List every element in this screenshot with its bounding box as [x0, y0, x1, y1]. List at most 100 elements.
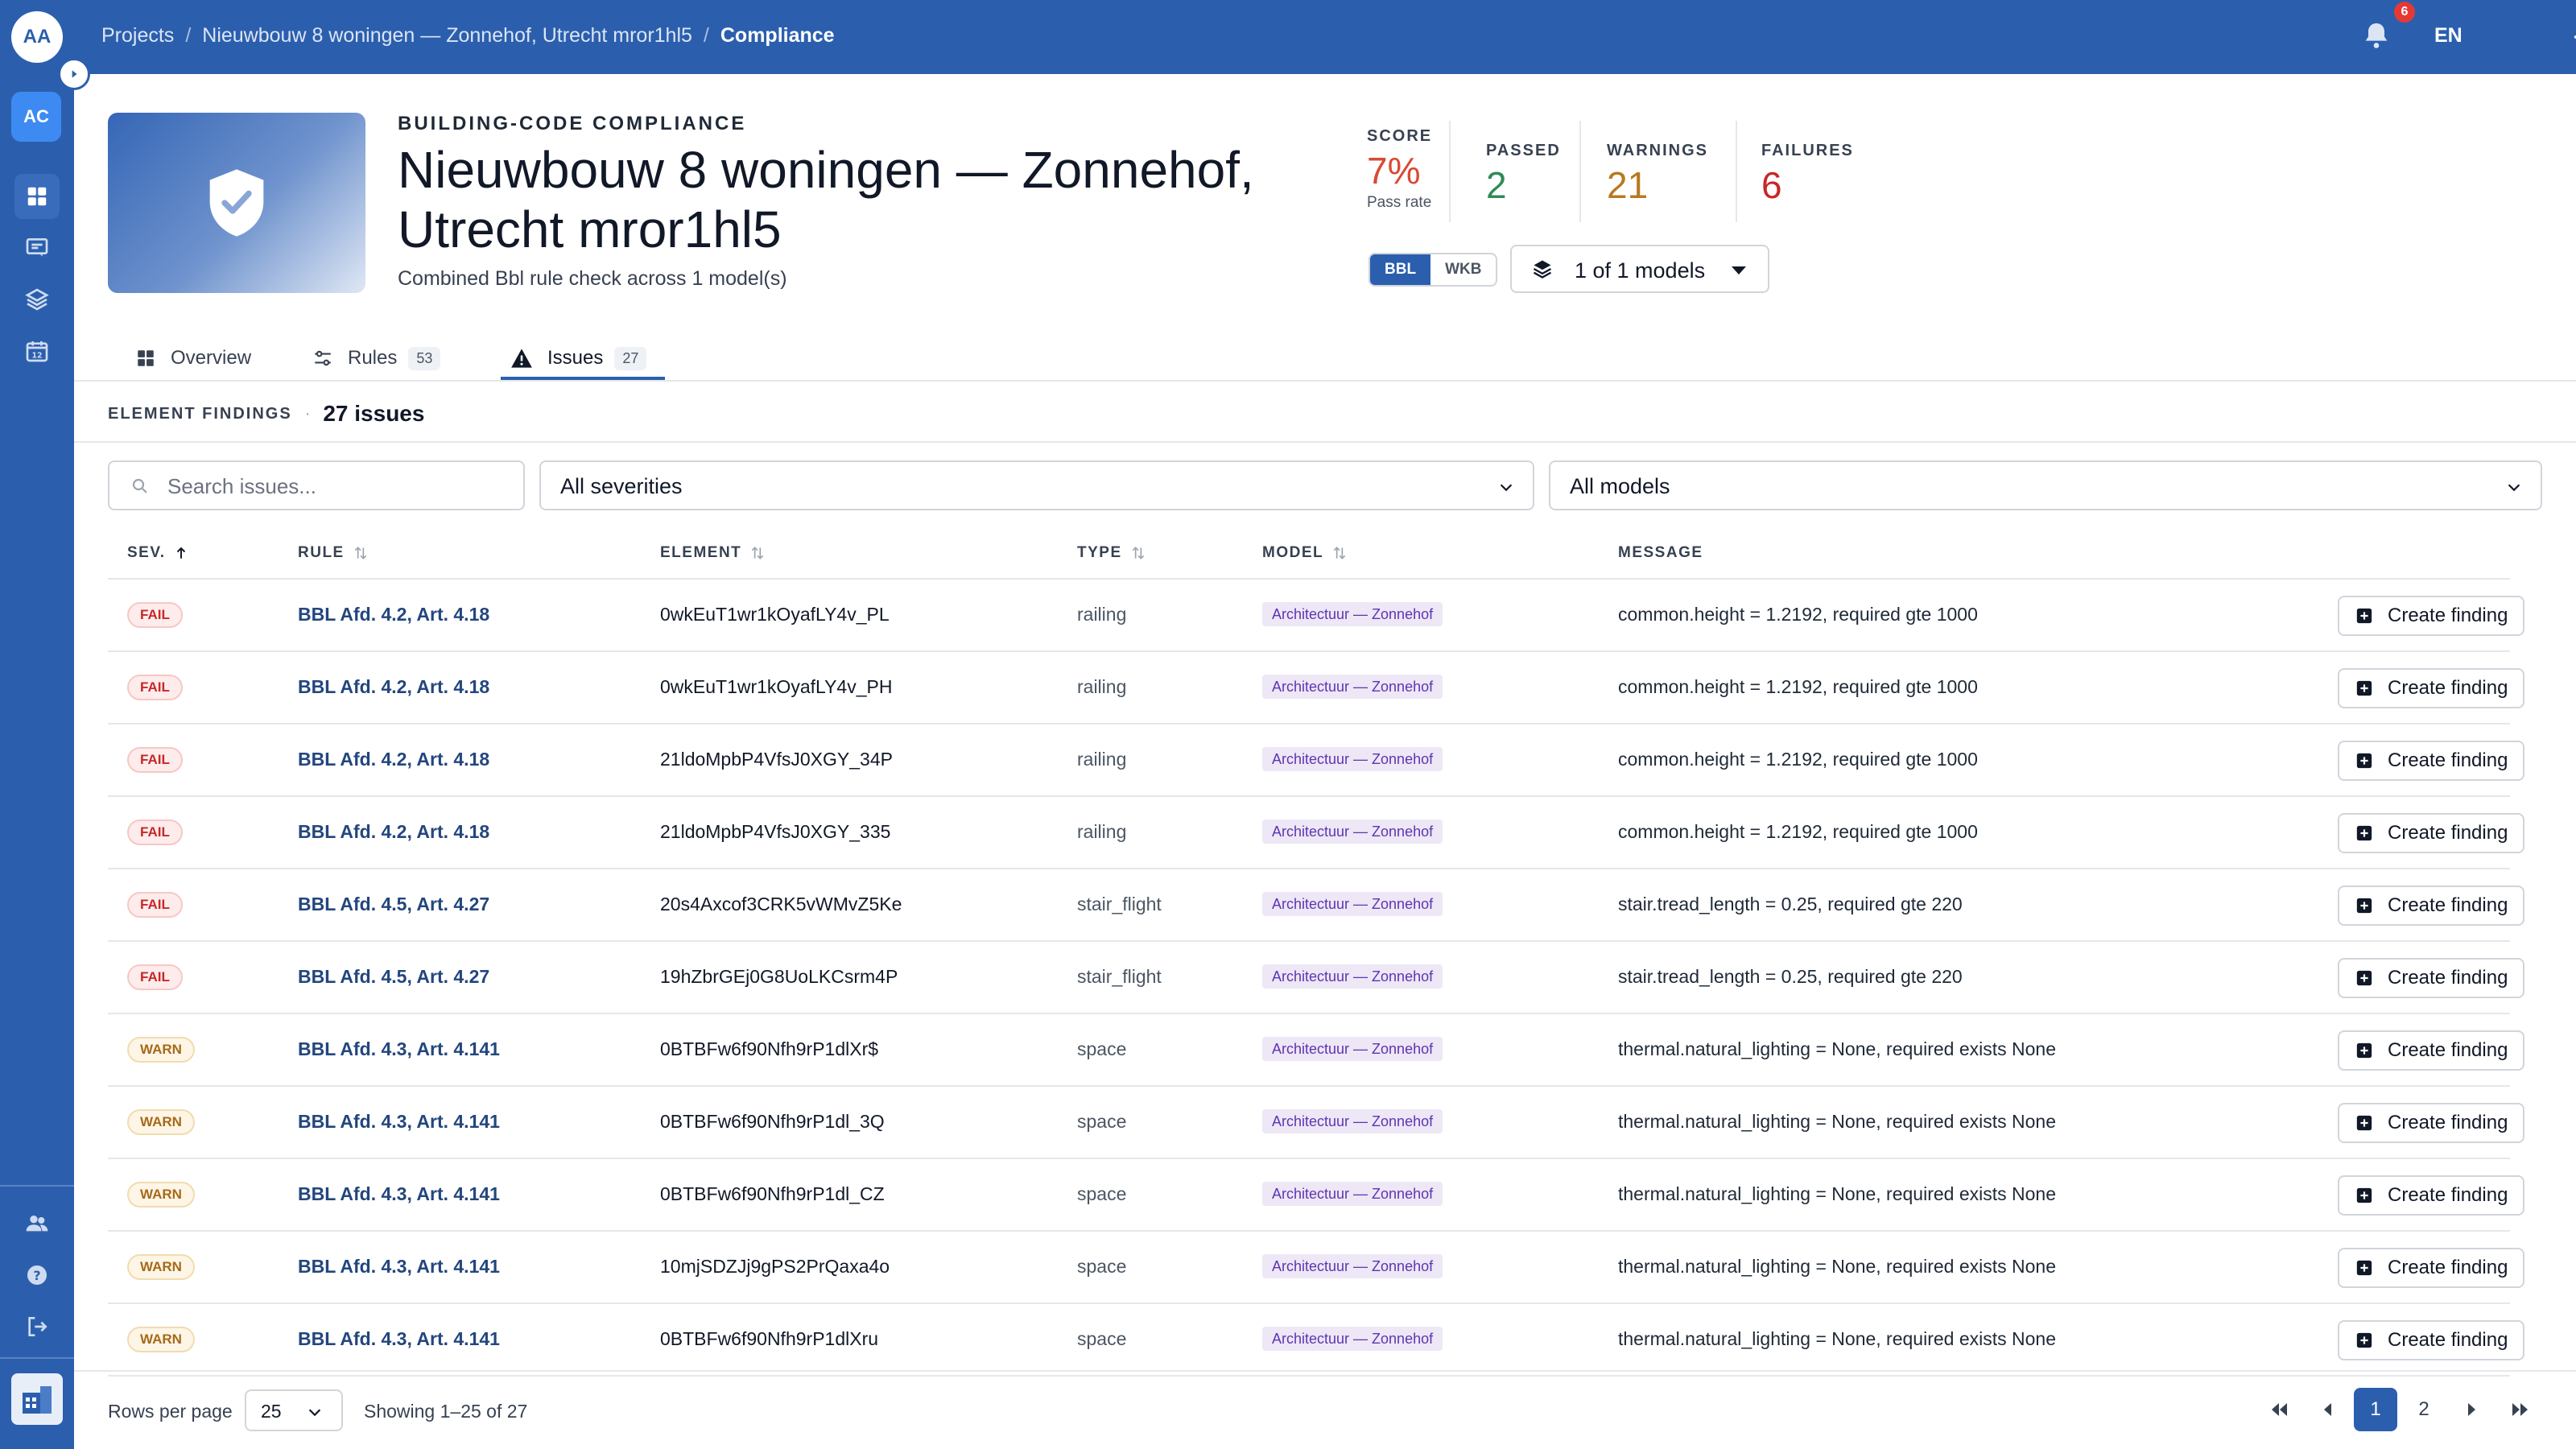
- help-icon[interactable]: ?: [14, 1253, 60, 1298]
- bell-icon[interactable]: [2360, 18, 2396, 56]
- shield-check-icon: [209, 169, 264, 237]
- next-page-icon[interactable]: [2450, 1388, 2494, 1431]
- create-finding-button[interactable]: Create finding: [2338, 668, 2524, 708]
- plus-square-icon: [2356, 608, 2372, 624]
- avatar[interactable]: AA: [11, 11, 63, 63]
- table-row[interactable]: FAIL BBL Afd. 4.5, Art. 4.27 19hZbrGEj0G…: [108, 942, 2524, 1014]
- table-row[interactable]: FAIL BBL Afd. 4.2, Art. 4.18 21ldoMpbP4V…: [108, 797, 2524, 869]
- create-finding-button[interactable]: Create finding: [2338, 1175, 2524, 1216]
- sort-icon: [1333, 547, 1346, 559]
- table-row[interactable]: WARN BBL Afd. 4.3, Art. 4.141 0BTBFw6f90…: [108, 1014, 2524, 1087]
- svg-text:12: 12: [32, 352, 43, 361]
- search-input[interactable]: [167, 470, 506, 502]
- element-id: 10mjSDZJj9gPS2PrQaxa4o: [660, 1256, 890, 1277]
- notification-badge: 6: [2394, 2, 2415, 23]
- rows-per-page-select[interactable]: 25: [245, 1389, 343, 1431]
- breadcrumb-project[interactable]: Nieuwbouw 8 woningen — Zonnehof, Utrecht…: [202, 24, 692, 47]
- create-finding-label: Create finding: [2388, 605, 2508, 626]
- workspace-badge[interactable]: AC: [11, 92, 61, 142]
- table-row[interactable]: WARN BBL Afd. 4.3, Art. 4.141 0BTBFw6f90…: [108, 1087, 2524, 1159]
- create-finding-button[interactable]: Create finding: [2338, 596, 2524, 636]
- page-2-button[interactable]: 2: [2418, 1398, 2429, 1420]
- col-model[interactable]: MODEL: [1262, 544, 1348, 562]
- calendar-icon[interactable]: 12: [14, 328, 60, 374]
- rule-link[interactable]: BBL Afd. 4.3, Art. 4.141: [298, 1111, 500, 1132]
- sun-icon[interactable]: [2573, 19, 2576, 55]
- sort-icon: [752, 547, 764, 559]
- sort-asc-icon: [176, 547, 185, 559]
- rule-link[interactable]: BBL Afd. 4.2, Art. 4.18: [298, 821, 490, 842]
- last-page-icon[interactable]: [2499, 1388, 2542, 1431]
- element-id: 21ldoMpbP4VfsJ0XGY_34P: [660, 749, 893, 770]
- failures-value: 6: [1761, 164, 1782, 206]
- rule-link[interactable]: BBL Afd. 4.2, Art. 4.18: [298, 749, 490, 770]
- table-row[interactable]: WARN BBL Afd. 4.3, Art. 4.141 0BTBFw6f90…: [108, 1159, 2524, 1232]
- col-sev[interactable]: SEV.: [127, 544, 188, 562]
- create-finding-button[interactable]: Create finding: [2338, 886, 2524, 926]
- table-row[interactable]: FAIL BBL Afd. 4.5, Art. 4.27 20s4Axcof3C…: [108, 869, 2524, 942]
- col-model-label: MODEL: [1262, 544, 1324, 561]
- create-finding-button[interactable]: Create finding: [2338, 741, 2524, 781]
- layers-icon[interactable]: [14, 277, 60, 322]
- first-page-icon[interactable]: [2257, 1388, 2301, 1431]
- severity-filter[interactable]: All severities: [539, 460, 1534, 510]
- col-rule[interactable]: RULE: [298, 544, 369, 562]
- element-id: 0BTBFw6f90Nfh9rP1dl_3Q: [660, 1111, 885, 1132]
- language-switch[interactable]: EN: [2434, 24, 2462, 47]
- rule-link[interactable]: BBL Afd. 4.2, Art. 4.18: [298, 604, 490, 625]
- model-filter[interactable]: All models: [1549, 460, 2542, 510]
- model-filter-value: All models: [1570, 474, 1670, 498]
- page-1-button[interactable]: 1: [2354, 1388, 2397, 1431]
- table-row[interactable]: WARN BBL Afd. 4.3, Art. 4.141 10mjSDZJj9…: [108, 1232, 2524, 1304]
- rule-link[interactable]: BBL Afd. 4.3, Art. 4.141: [298, 1256, 500, 1277]
- pagination-summary: Showing 1–25 of 27: [364, 1401, 528, 1422]
- dashboard-icon[interactable]: [14, 174, 60, 219]
- create-finding-label: Create finding: [2388, 1112, 2508, 1133]
- table-row[interactable]: WARN BBL Afd. 4.3, Art. 4.141 0BTBFw6f90…: [108, 1304, 2524, 1377]
- severity-filter-value: All severities: [560, 474, 683, 498]
- tab-issues[interactable]: Issues 27: [510, 336, 647, 380]
- severity-badge: WARN: [127, 1182, 195, 1208]
- breadcrumb-projects[interactable]: Projects: [101, 24, 175, 47]
- tab-rules-label: Rules: [348, 347, 398, 369]
- col-type[interactable]: TYPE: [1077, 544, 1146, 562]
- table-row[interactable]: FAIL BBL Afd. 4.2, Art. 4.18 21ldoMpbP4V…: [108, 724, 2524, 797]
- severity-badge: WARN: [127, 1109, 195, 1135]
- create-finding-label: Create finding: [2388, 1184, 2508, 1206]
- rule-link[interactable]: BBL Afd. 4.3, Art. 4.141: [298, 1328, 500, 1349]
- model-tag: Architectuur — Zonnehof: [1262, 964, 1443, 989]
- models-selector[interactable]: 1 of 1 models: [1510, 245, 1769, 293]
- score-value: 7%: [1367, 150, 1421, 192]
- prev-page-icon[interactable]: [2306, 1388, 2349, 1431]
- create-finding-button[interactable]: Create finding: [2338, 1103, 2524, 1143]
- chevron-down-icon: [308, 1409, 321, 1417]
- element-type: stair_flight: [1077, 966, 1162, 987]
- toggle-wkb[interactable]: WKB: [1445, 261, 1482, 278]
- rule-link[interactable]: BBL Afd. 4.5, Art. 4.27: [298, 894, 490, 914]
- sidebar-toggle-button[interactable]: [58, 58, 90, 90]
- tab-rules[interactable]: Rules 53: [312, 336, 441, 380]
- create-finding-button[interactable]: Create finding: [2338, 958, 2524, 998]
- rule-link[interactable]: BBL Afd. 4.3, Art. 4.141: [298, 1183, 500, 1204]
- col-element[interactable]: ELEMENT: [660, 544, 766, 562]
- rule-link[interactable]: BBL Afd. 4.3, Art. 4.141: [298, 1038, 500, 1059]
- table-row[interactable]: FAIL BBL Afd. 4.2, Art. 4.18 0wkEuT1wr1k…: [108, 580, 2524, 652]
- element-id: 0BTBFw6f90Nfh9rP1dlXru: [660, 1328, 879, 1349]
- tab-overview[interactable]: Overview: [135, 336, 251, 380]
- toggle-bbl[interactable]: BBL: [1370, 254, 1431, 285]
- col-type-label: TYPE: [1077, 544, 1122, 561]
- logout-icon[interactable]: [14, 1304, 60, 1349]
- caret-down-icon: [1732, 266, 1746, 275]
- element-type: railing: [1077, 676, 1127, 697]
- create-finding-button[interactable]: Create finding: [2338, 1248, 2524, 1288]
- messages-icon[interactable]: [14, 225, 60, 270]
- finding-message: common.height = 1.2192, required gte 100…: [1618, 749, 1978, 770]
- create-finding-button[interactable]: Create finding: [2338, 1320, 2524, 1360]
- users-icon[interactable]: [14, 1201, 60, 1246]
- rule-link[interactable]: BBL Afd. 4.2, Art. 4.18: [298, 676, 490, 697]
- element-type: space: [1077, 1038, 1127, 1059]
- rule-link[interactable]: BBL Afd. 4.5, Art. 4.27: [298, 966, 490, 987]
- table-row[interactable]: FAIL BBL Afd. 4.2, Art. 4.18 0wkEuT1wr1k…: [108, 652, 2524, 724]
- create-finding-button[interactable]: Create finding: [2338, 1030, 2524, 1071]
- create-finding-button[interactable]: Create finding: [2338, 813, 2524, 853]
